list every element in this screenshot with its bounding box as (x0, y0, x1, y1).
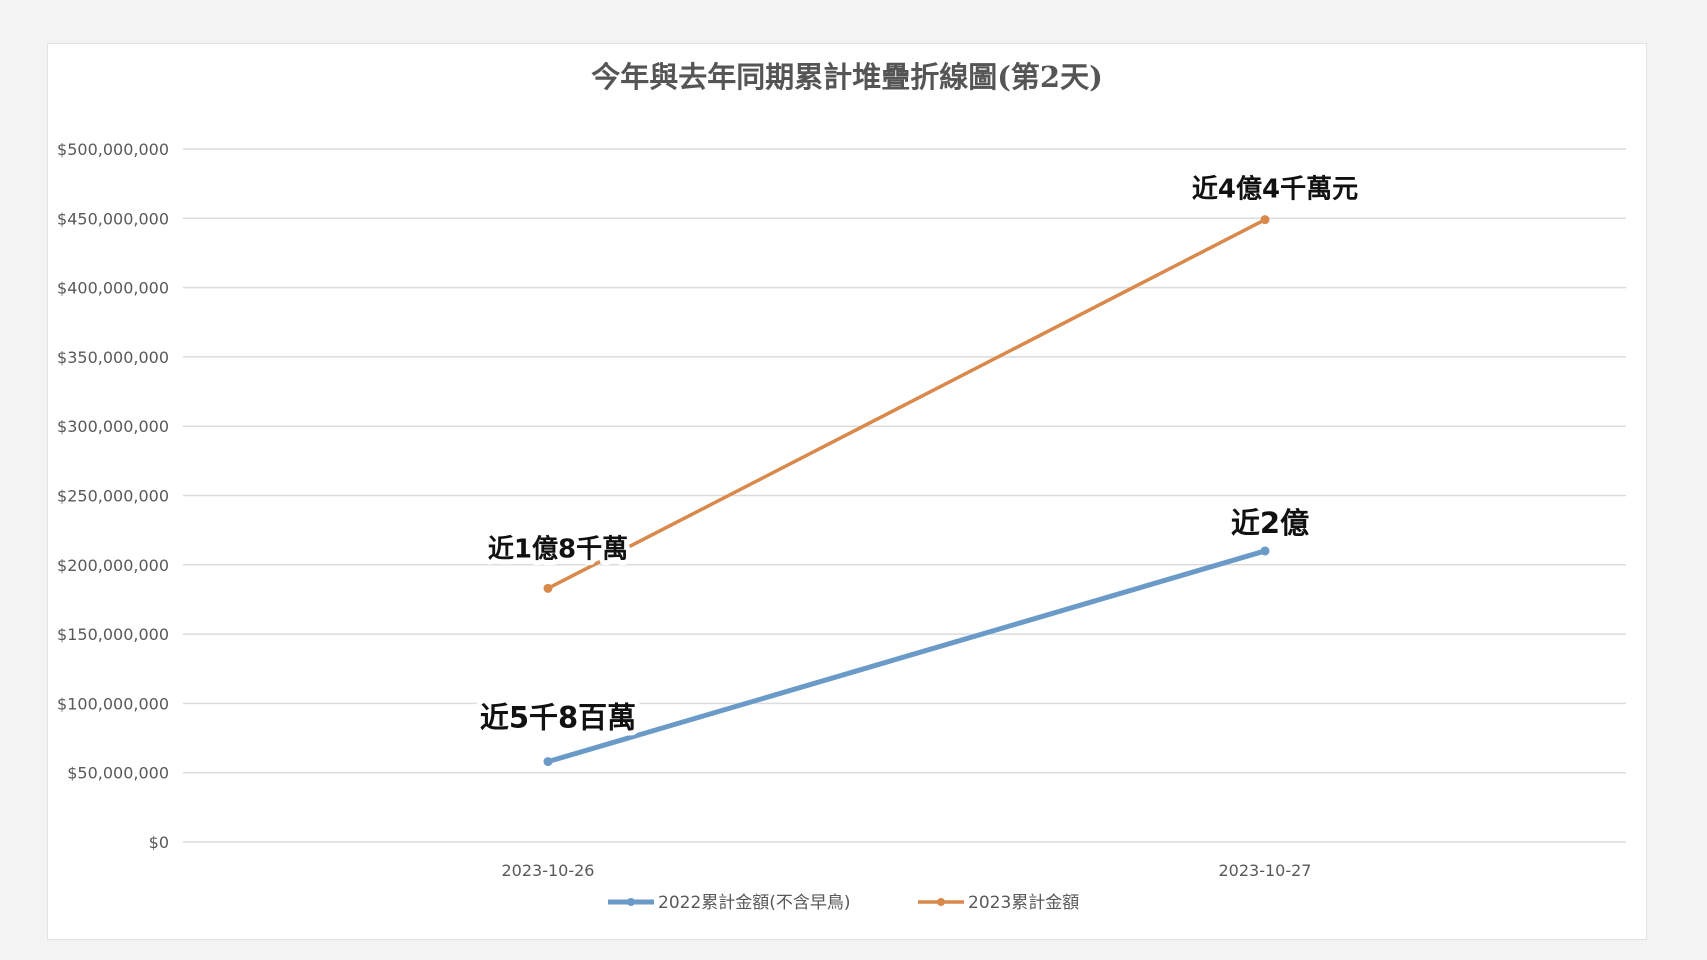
x-tick-label: 2023-10-26 (502, 861, 595, 880)
y-tick-label: $100,000,000 (57, 694, 169, 713)
x-axis-tick-labels: 2023-10-26 2023-10-27 (502, 861, 1312, 880)
legend-label: 2022累計金額(不含早鳥) (658, 893, 851, 913)
data-annotation: 近4億4千萬元 (1192, 175, 1358, 205)
y-tick-label: $350,000,000 (57, 348, 169, 367)
data-annotation: 近1億8千萬 (488, 534, 628, 564)
data-point-marker (543, 757, 553, 767)
y-tick-label: $250,000,000 (57, 487, 169, 506)
y-tick-label: $500,000,000 (57, 140, 169, 159)
data-point-marker (1260, 546, 1270, 556)
y-tick-label: $0 (149, 833, 169, 852)
data-annotation: 近2億 (1231, 506, 1309, 540)
y-tick-label: $150,000,000 (57, 625, 169, 644)
y-tick-label: $400,000,000 (57, 279, 169, 298)
series-line (545, 548, 1268, 765)
chart-panel: 今年與去年同期累計堆疊折線圖(第2天) $0 $50,000,000 $100,00… (47, 43, 1647, 940)
data-point-marker (1260, 215, 1270, 225)
gridlines (183, 148, 1626, 843)
series-lines (543, 215, 1270, 767)
y-tick-label: $450,000,000 (57, 209, 169, 228)
x-tick-label: 2023-10-27 (1219, 861, 1312, 880)
data-point-marker (543, 583, 553, 593)
y-tick-label: $50,000,000 (67, 764, 169, 783)
chart-title: 今年與去年同期累計堆疊折線圖(第2天) (591, 60, 1103, 94)
line-chart: 今年與去年同期累計堆疊折線圖(第2天) $0 $50,000,000 $100,00… (57, 60, 1626, 913)
legend-marker (937, 898, 945, 906)
legend: 2022累計金額(不含早鳥) 2023累計金額 (608, 893, 1079, 913)
y-tick-label: $200,000,000 (57, 556, 169, 575)
y-tick-label: $300,000,000 (57, 417, 169, 436)
y-axis-tick-labels: $0 $50,000,000 $100,000,000 $150,000,000 $20… (57, 140, 169, 852)
data-annotation: 近5千8百萬 (480, 701, 636, 735)
legend-marker (627, 898, 635, 906)
series-line (546, 217, 1267, 591)
legend-label: 2023累計金額 (968, 893, 1079, 913)
